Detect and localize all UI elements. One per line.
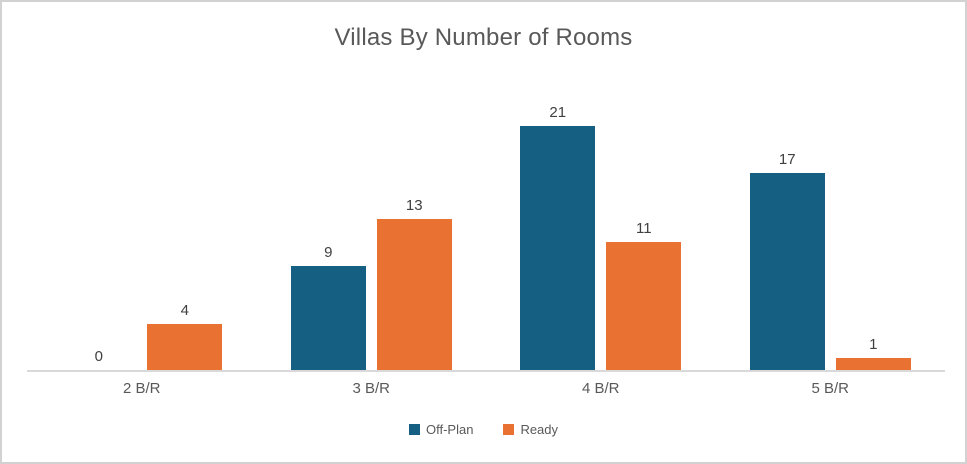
- chart-title: Villas By Number of Rooms: [334, 24, 633, 51]
- data-label-off-plan-4-b-r: 21: [549, 104, 567, 122]
- bar-ready-3-b-r: 13: [376, 197, 452, 370]
- bar-group-4-b-r: 21 11: [486, 80, 716, 370]
- x-axis-tick-label-2-b-r: 2 B/R: [122, 380, 161, 397]
- data-label-off-plan-2-b-r: 0: [94, 348, 103, 365]
- bar-off-plan-4-b-r: 21: [520, 104, 596, 370]
- bar-ready-4-b-r: 11: [606, 220, 682, 370]
- legend-label-ready: Ready: [520, 422, 559, 437]
- bar-group-5-b-r: 17 1: [716, 80, 946, 370]
- plot-area: 0 4 9 13 21 11 17 1: [27, 80, 945, 370]
- data-label-ready-5-b-r: 1: [869, 336, 878, 354]
- bar-ready-5-b-r: 1: [835, 336, 911, 370]
- bar-ready-2-b-r: 4: [147, 302, 223, 370]
- bar-off-plan-5-b-r: 17: [749, 151, 825, 370]
- x-axis-tick-label-3-b-r: 3 B/R: [352, 380, 390, 397]
- data-label-off-plan-5-b-r: 17: [778, 150, 796, 168]
- legend-item-ready: Ready: [503, 422, 558, 437]
- bar-group-3-b-r: 9 13: [257, 80, 487, 370]
- legend-swatch-ready-icon: [503, 424, 515, 435]
- legend: Off-Plan Ready: [2, 422, 965, 437]
- x-axis-tick-label-5-b-r: 5 B/R: [811, 380, 849, 397]
- data-label-ready-3-b-r: 13: [405, 197, 423, 215]
- data-label-off-plan-3-b-r: 9: [324, 243, 333, 261]
- data-label-ready-4-b-r: 11: [635, 220, 652, 238]
- legend-swatch-off-plan-icon: [408, 424, 420, 435]
- bar-off-plan-3-b-r: 9: [290, 244, 366, 370]
- x-axis-line: [27, 370, 945, 372]
- legend-label-off-plan: Off-Plan: [425, 422, 474, 437]
- x-axis-tick-label-4-b-r: 4 B/R: [581, 380, 620, 397]
- data-label-ready-2-b-r: 4: [180, 301, 189, 319]
- x-axis-tick-labels: 2 B/R 3 B/R 4 B/R 5 B/R: [27, 380, 945, 397]
- legend-item-off-plan: Off-Plan: [408, 422, 474, 437]
